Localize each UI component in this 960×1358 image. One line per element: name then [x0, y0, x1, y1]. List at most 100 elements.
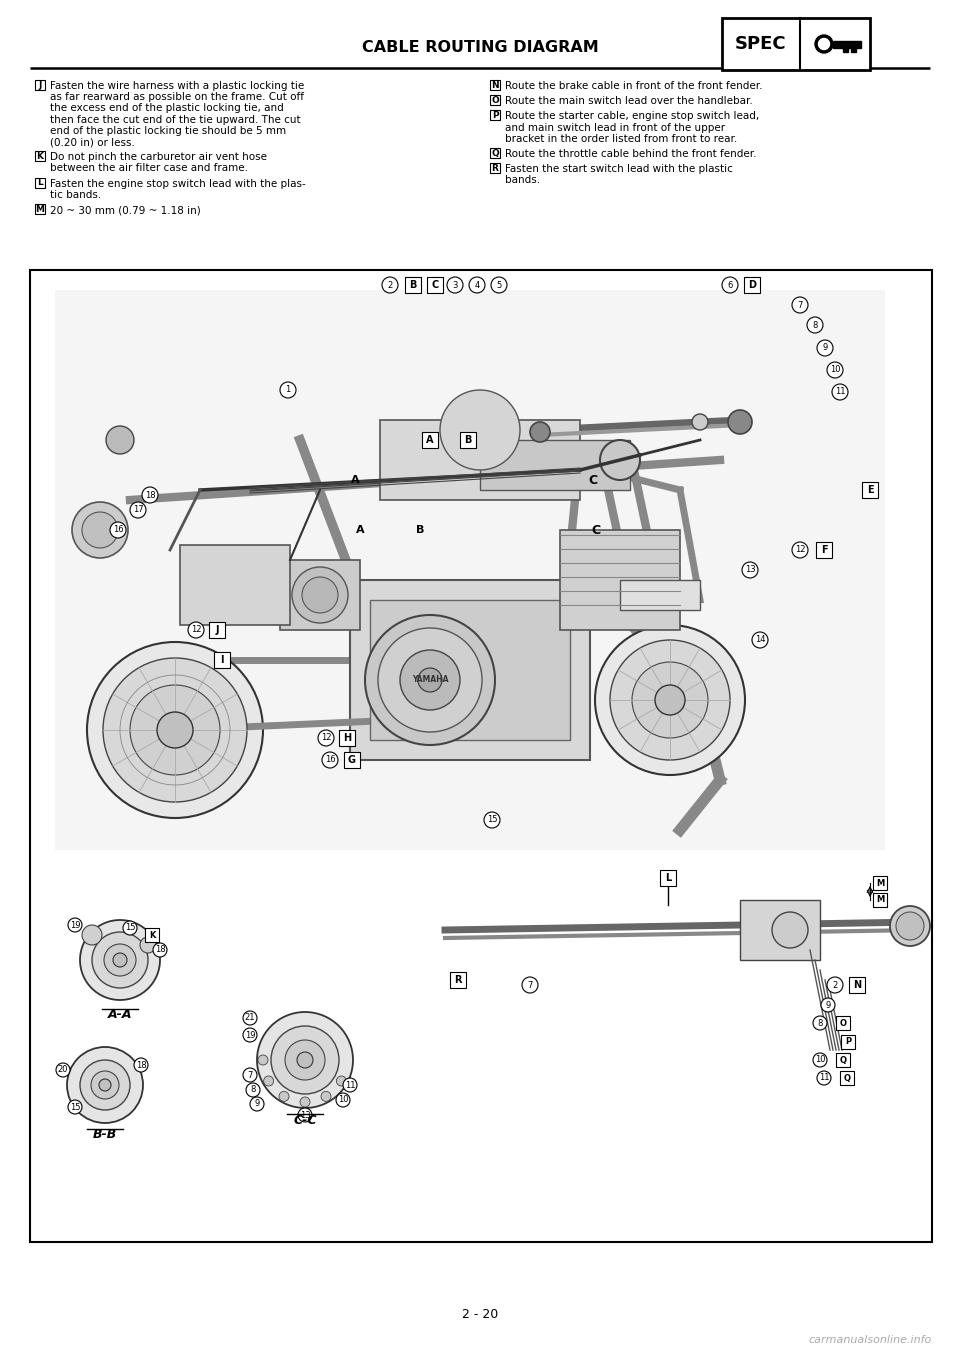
- Bar: [30, 270, 932, 1243]
- Text: H: H: [343, 733, 351, 743]
- Circle shape: [821, 998, 835, 1012]
- Text: Route the main switch lead over the handlebar.: Route the main switch lead over the hand…: [505, 96, 753, 106]
- Bar: [836, 1016, 850, 1029]
- Circle shape: [113, 953, 127, 967]
- Text: Do not pinch the carburetor air vent hose: Do not pinch the carburetor air vent hos…: [50, 152, 267, 162]
- Circle shape: [447, 277, 463, 293]
- Circle shape: [742, 562, 758, 579]
- Text: L: L: [665, 873, 671, 883]
- Circle shape: [123, 921, 137, 936]
- Circle shape: [246, 1082, 260, 1097]
- Text: 17: 17: [132, 505, 143, 515]
- Circle shape: [321, 1092, 331, 1101]
- Text: CABLE ROUTING DIAGRAM: CABLE ROUTING DIAGRAM: [362, 41, 598, 56]
- Circle shape: [80, 1061, 130, 1109]
- Circle shape: [258, 1055, 268, 1065]
- Circle shape: [832, 384, 848, 401]
- Bar: [862, 482, 878, 498]
- Circle shape: [250, 1097, 264, 1111]
- Text: 7: 7: [527, 980, 533, 990]
- Text: K: K: [36, 152, 43, 160]
- Circle shape: [890, 906, 930, 947]
- Bar: [490, 148, 500, 158]
- Circle shape: [752, 631, 768, 648]
- Bar: [849, 976, 865, 993]
- Circle shape: [68, 918, 82, 932]
- Text: E: E: [867, 485, 874, 496]
- Circle shape: [817, 1071, 831, 1085]
- Circle shape: [440, 390, 520, 470]
- Circle shape: [522, 976, 538, 993]
- Circle shape: [87, 642, 263, 818]
- Text: R: R: [454, 975, 462, 985]
- Bar: [55, 291, 885, 850]
- Circle shape: [80, 919, 160, 999]
- Text: 8: 8: [812, 320, 818, 330]
- Text: A: A: [350, 475, 359, 485]
- Circle shape: [896, 913, 924, 940]
- Bar: [180, 545, 290, 625]
- Text: end of the plastic locking tie should be 5 mm: end of the plastic locking tie should be…: [50, 126, 286, 136]
- Circle shape: [110, 521, 126, 538]
- Bar: [490, 163, 500, 174]
- Text: 16: 16: [112, 526, 123, 535]
- Text: Q: Q: [839, 1055, 847, 1065]
- Circle shape: [318, 731, 334, 746]
- Circle shape: [99, 1080, 111, 1090]
- Text: C: C: [588, 474, 597, 486]
- Circle shape: [610, 640, 730, 760]
- Circle shape: [491, 277, 507, 293]
- Text: 2: 2: [388, 281, 393, 289]
- Bar: [427, 277, 443, 293]
- Text: C: C: [591, 523, 601, 536]
- Circle shape: [600, 440, 640, 479]
- Bar: [480, 440, 630, 490]
- Bar: [280, 559, 360, 630]
- Text: B: B: [465, 435, 471, 445]
- Text: 15: 15: [70, 1103, 81, 1111]
- Bar: [422, 432, 438, 448]
- Text: 12: 12: [191, 626, 202, 634]
- Text: tic bands.: tic bands.: [50, 190, 101, 200]
- Bar: [851, 48, 856, 52]
- Bar: [620, 580, 700, 610]
- Circle shape: [418, 668, 442, 693]
- Bar: [380, 420, 580, 500]
- Text: 21: 21: [245, 1013, 255, 1023]
- Bar: [35, 151, 45, 162]
- Text: 15: 15: [125, 923, 135, 933]
- Bar: [841, 1035, 855, 1048]
- Text: I: I: [220, 655, 224, 665]
- Circle shape: [188, 622, 204, 638]
- Text: 10: 10: [815, 1055, 826, 1065]
- Circle shape: [72, 502, 128, 558]
- Bar: [843, 48, 848, 52]
- Text: N: N: [492, 80, 499, 90]
- Bar: [744, 277, 760, 293]
- Circle shape: [817, 340, 833, 356]
- Circle shape: [595, 625, 745, 775]
- Text: 1: 1: [285, 386, 291, 395]
- Text: 13: 13: [300, 1111, 310, 1119]
- Text: 18: 18: [145, 490, 156, 500]
- Circle shape: [257, 1012, 353, 1108]
- Bar: [873, 876, 887, 889]
- Circle shape: [130, 502, 146, 517]
- Circle shape: [300, 1097, 310, 1107]
- Bar: [722, 18, 870, 71]
- Circle shape: [68, 1100, 82, 1114]
- Text: 10: 10: [829, 365, 840, 375]
- Text: 19: 19: [245, 1031, 255, 1039]
- Circle shape: [343, 1078, 357, 1092]
- Text: as far rearward as possible on the frame. Cut off: as far rearward as possible on the frame…: [50, 92, 304, 102]
- Circle shape: [292, 568, 348, 623]
- Text: 7: 7: [798, 300, 803, 310]
- Text: 15: 15: [487, 816, 497, 824]
- Text: 9: 9: [826, 1001, 830, 1009]
- Circle shape: [772, 913, 808, 948]
- Text: 19: 19: [70, 921, 81, 929]
- Text: bands.: bands.: [505, 175, 540, 186]
- Text: Fasten the wire harness with a plastic locking tie: Fasten the wire harness with a plastic l…: [50, 81, 304, 91]
- Circle shape: [484, 812, 500, 828]
- Text: 12: 12: [795, 546, 805, 554]
